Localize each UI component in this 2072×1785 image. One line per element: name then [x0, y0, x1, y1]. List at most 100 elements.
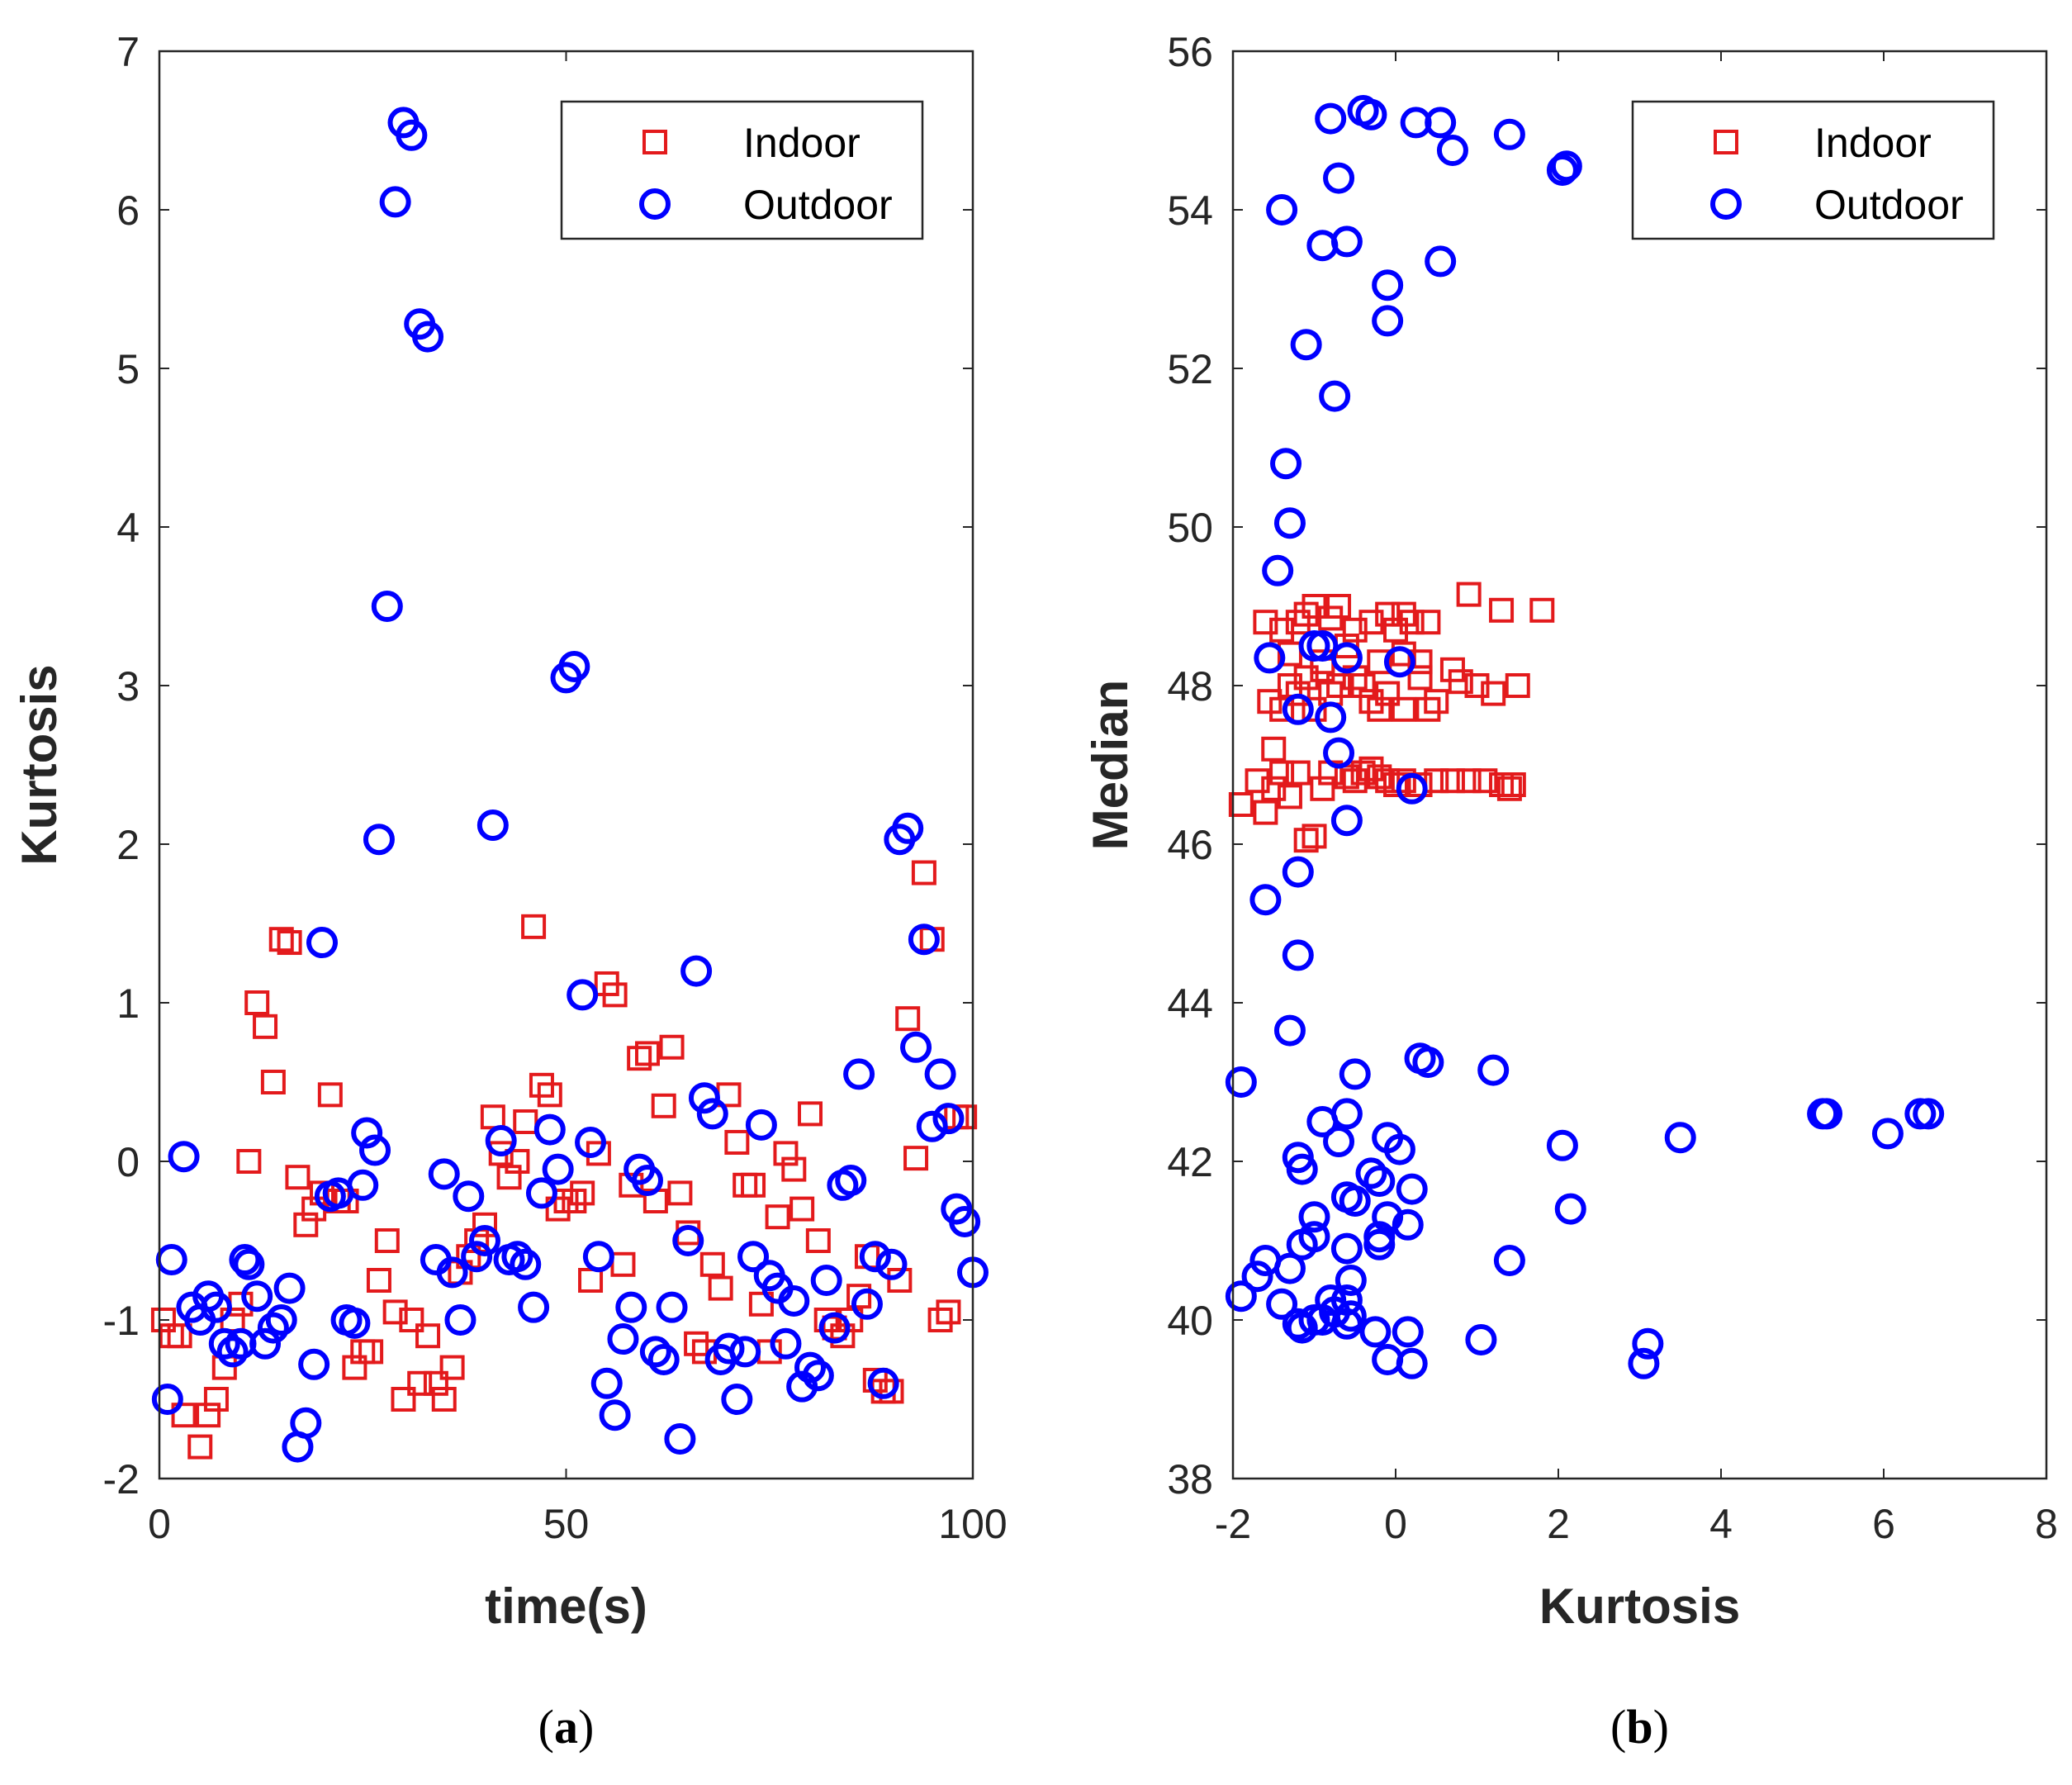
- outdoor-point: [1323, 1126, 1355, 1157]
- indoor-point: [879, 1379, 904, 1404]
- indoor-point: [150, 1308, 176, 1332]
- panel-a-legend-indoor-label: Indoor: [743, 120, 861, 166]
- indoor-point: [562, 1189, 587, 1213]
- indoor-point: [651, 1093, 676, 1118]
- indoor-point: [513, 1109, 538, 1134]
- panel-b-y-axis-label: Median: [1083, 680, 1138, 851]
- indoor-point: [187, 1434, 213, 1460]
- x-tick-label: 2: [1547, 1501, 1570, 1547]
- indoor-point: [952, 1104, 978, 1130]
- outdoor-point: [1396, 772, 1428, 805]
- outdoor-point: [518, 1291, 550, 1323]
- outdoor-point: [436, 1256, 468, 1289]
- outdoor-point: [745, 1109, 777, 1141]
- indoor-point: [667, 1180, 693, 1206]
- outdoor-point: [867, 1367, 899, 1399]
- outdoor-point: [1273, 1252, 1306, 1284]
- outdoor-point: [1372, 305, 1404, 337]
- x-tick-label: 6: [1872, 1501, 1895, 1547]
- outdoor-point: [932, 1103, 965, 1135]
- outdoor-point: [802, 1360, 834, 1392]
- indoor-point: [1367, 764, 1392, 790]
- outdoor-point: [525, 1177, 557, 1209]
- outdoor-point: [1306, 1106, 1339, 1137]
- indoor-point: [570, 1180, 595, 1206]
- indoor-point: [203, 1387, 229, 1412]
- outdoor-point: [818, 1312, 851, 1344]
- indoor-point: [277, 930, 302, 956]
- x-tick-label: 0: [1384, 1501, 1407, 1547]
- indoor-point: [805, 1228, 831, 1253]
- indoor-point: [431, 1387, 457, 1412]
- indoor-point: [244, 990, 270, 1015]
- outdoor-point: [151, 1384, 183, 1415]
- panel-a-x-axis-label: time(s): [485, 1578, 647, 1634]
- outdoor-point: [599, 1399, 631, 1431]
- indoor-point: [781, 1156, 807, 1182]
- outdoor-point: [696, 1098, 728, 1130]
- indoor-point: [1269, 617, 1295, 643]
- indoor-point: [1293, 601, 1319, 627]
- outdoor-point: [558, 650, 590, 682]
- indoor-point: [415, 1323, 441, 1349]
- indoor-point: [1407, 665, 1433, 691]
- outdoor-point: [1298, 1201, 1330, 1233]
- outdoor-point: [233, 1248, 265, 1280]
- x-tick-label: -2: [1215, 1501, 1251, 1547]
- outdoor-point: [810, 1265, 842, 1296]
- outdoor-point: [737, 1241, 770, 1273]
- outdoor-point: [1383, 646, 1415, 678]
- outdoor-point: [241, 1280, 273, 1313]
- outdoor-point: [510, 1248, 542, 1280]
- indoor-point: [846, 1284, 872, 1309]
- outdoor-point: [1363, 1165, 1396, 1197]
- outdoor-point: [273, 1272, 306, 1304]
- indoor-point: [1448, 669, 1473, 695]
- outdoor-point: [1871, 1118, 1904, 1150]
- indoor-point: [684, 1331, 709, 1356]
- indoor-point: [708, 1275, 733, 1301]
- outdoor-point: [168, 1141, 200, 1173]
- panel-a-caption-letter: a: [554, 1700, 578, 1754]
- x-tick-label: 4: [1709, 1501, 1733, 1547]
- y-tick-label: 6: [116, 188, 140, 234]
- y-tick-label: 4: [116, 505, 140, 551]
- outdoor-point: [1306, 630, 1339, 662]
- panel-a-legend-indoor-marker: [642, 130, 667, 154]
- outdoor-point: [567, 979, 599, 1011]
- y-tick-label: 5: [116, 346, 140, 392]
- outdoor-point: [1436, 135, 1468, 166]
- outdoor-point: [485, 1125, 517, 1157]
- outdoor-point: [1477, 1054, 1510, 1086]
- outdoor-point: [664, 1423, 696, 1455]
- indoor-point: [1350, 673, 1376, 698]
- outdoor-point: [1241, 1260, 1273, 1293]
- outdoor-point: [444, 1304, 477, 1336]
- indoor-point: [1253, 800, 1278, 825]
- outdoor-point: [351, 1117, 383, 1149]
- outdoor-point: [688, 1082, 720, 1114]
- indoor-point: [1253, 610, 1278, 635]
- indoor-point: [610, 1251, 636, 1277]
- indoor-point: [887, 1268, 913, 1293]
- panel-a-axes-box: [158, 50, 974, 1480]
- outdoor-point: [1319, 380, 1351, 412]
- outdoor-point: [1290, 329, 1322, 361]
- outdoor-point: [1396, 1347, 1428, 1379]
- indoor-point: [635, 1041, 660, 1066]
- indoor-point: [1407, 649, 1433, 675]
- outdoor-point: [892, 812, 924, 844]
- indoor-point: [537, 1082, 562, 1108]
- indoor-point: [399, 1308, 424, 1332]
- outdoor-point: [1628, 1347, 1660, 1379]
- indoor-point: [1501, 772, 1526, 797]
- outdoor-point: [1330, 805, 1363, 837]
- outdoor-point: [1392, 1208, 1424, 1241]
- outdoor-point: [590, 1367, 623, 1399]
- outdoor-point: [1282, 856, 1314, 888]
- outdoor-point: [770, 1327, 802, 1360]
- indoor-point: [407, 1370, 433, 1396]
- indoor-point: [1391, 641, 1416, 667]
- outdoor-point: [1546, 154, 1578, 186]
